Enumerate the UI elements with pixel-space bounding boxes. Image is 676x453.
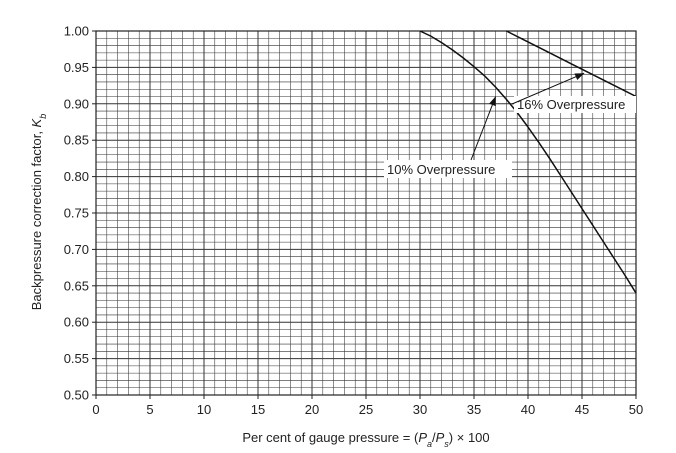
- y-tick-label: 1.00: [64, 24, 89, 39]
- x-tick-label: 20: [305, 402, 319, 417]
- y-axis-ticks: 0.50 0.55 0.60 0.65 0.70 0.75 0.80 0.85 0.90 0.95…: [64, 24, 96, 403]
- y-tick-label: 0.65: [64, 278, 89, 293]
- y-tick-label: 0.80: [64, 169, 89, 184]
- annotation-16-percent-label: 16% Overpressure: [517, 97, 625, 112]
- x-tick-label: 40: [521, 402, 535, 417]
- x-tick-label: 15: [251, 402, 265, 417]
- series-line-10-percent: [419, 30, 637, 294]
- annotation-10-percent-box: [384, 160, 512, 178]
- x-tick-label: 50: [629, 402, 643, 417]
- annotation-16-percent-arrow-line: [511, 72, 585, 105]
- series-layer: [419, 30, 637, 294]
- x-tick-label: 25: [359, 402, 373, 417]
- annotation-16-percent-box: [514, 96, 636, 113]
- y-axis-title: Backpressure correction factor, Kb: [29, 114, 48, 311]
- y-tick-label: 0.75: [64, 206, 89, 221]
- y-tick-label: 0.95: [64, 60, 89, 75]
- y-tick-label: 0.90: [64, 96, 89, 111]
- x-tick-label: 0: [92, 402, 99, 417]
- annotation-10-percent-label: 10% Overpressure: [387, 162, 495, 177]
- x-tick-label: 10: [197, 402, 211, 417]
- y-tick-label: 0.70: [64, 242, 89, 257]
- x-tick-label: 35: [467, 402, 481, 417]
- y-tick-label: 0.55: [64, 351, 89, 366]
- annotation-layer: 16% Overpressure 10% Overpressure: [384, 72, 636, 178]
- x-tick-label: 5: [146, 402, 153, 417]
- annotation-16-percent-arrowhead: [574, 73, 585, 80]
- x-axis-title: Per cent of gauge pressure = (Pa/Ps) × 1…: [242, 430, 489, 449]
- x-axis-ticks: 0 5 10 15 20 25 30 35 40 45 50: [92, 395, 643, 417]
- annotation-10-percent-arrowhead: [489, 96, 496, 107]
- y-tick-label: 0.50: [64, 388, 89, 403]
- annotation-10-percent-arrow-line: [470, 96, 497, 161]
- y-tick-label: 0.60: [64, 315, 89, 330]
- y-tick-label: 0.85: [64, 133, 89, 148]
- series-line-16-percent: [506, 30, 637, 98]
- x-tick-label: 30: [413, 402, 427, 417]
- x-tick-label: 45: [575, 402, 589, 417]
